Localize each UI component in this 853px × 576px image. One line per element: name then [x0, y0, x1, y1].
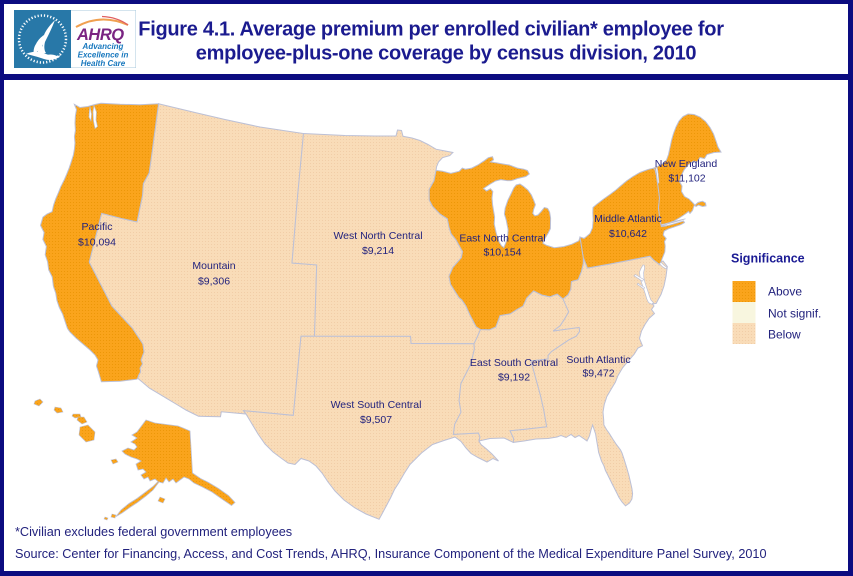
svg-text:Middle Atlantic: Middle Atlantic [594, 213, 662, 225]
svg-text:Mountain: Mountain [192, 260, 235, 272]
svg-text:AHRQ: AHRQ [76, 26, 124, 44]
svg-text:Above: Above [768, 284, 802, 298]
svg-text:$10,642: $10,642 [609, 228, 647, 240]
svg-text:New England: New England [655, 158, 718, 170]
svg-text:East North Central: East North Central [459, 232, 545, 244]
svg-text:Not signif.: Not signif. [768, 306, 821, 320]
svg-text:$9,507: $9,507 [360, 414, 392, 426]
svg-text:Pacific: Pacific [82, 221, 113, 233]
svg-text:Significance: Significance [731, 252, 805, 266]
svg-text:$9,306: $9,306 [198, 275, 230, 287]
svg-text:$11,102: $11,102 [668, 172, 705, 184]
svg-text:Health Care: Health Care [81, 59, 126, 68]
svg-text:South Atlantic: South Atlantic [566, 354, 630, 366]
svg-text:Advancing: Advancing [82, 42, 124, 51]
svg-text:West South Central: West South Central [331, 399, 422, 411]
svg-text:Below: Below [768, 327, 801, 341]
svg-text:$10,154: $10,154 [484, 246, 522, 258]
svg-text:Excellence in: Excellence in [78, 51, 129, 60]
svg-text:$9,192: $9,192 [498, 371, 530, 383]
svg-text:$10,094: $10,094 [78, 236, 116, 248]
svg-text:West North Central: West North Central [333, 230, 422, 242]
svg-text:East South Central: East South Central [470, 357, 558, 369]
svg-text:$9,472: $9,472 [582, 367, 614, 379]
svg-text:$9,214: $9,214 [362, 245, 394, 257]
